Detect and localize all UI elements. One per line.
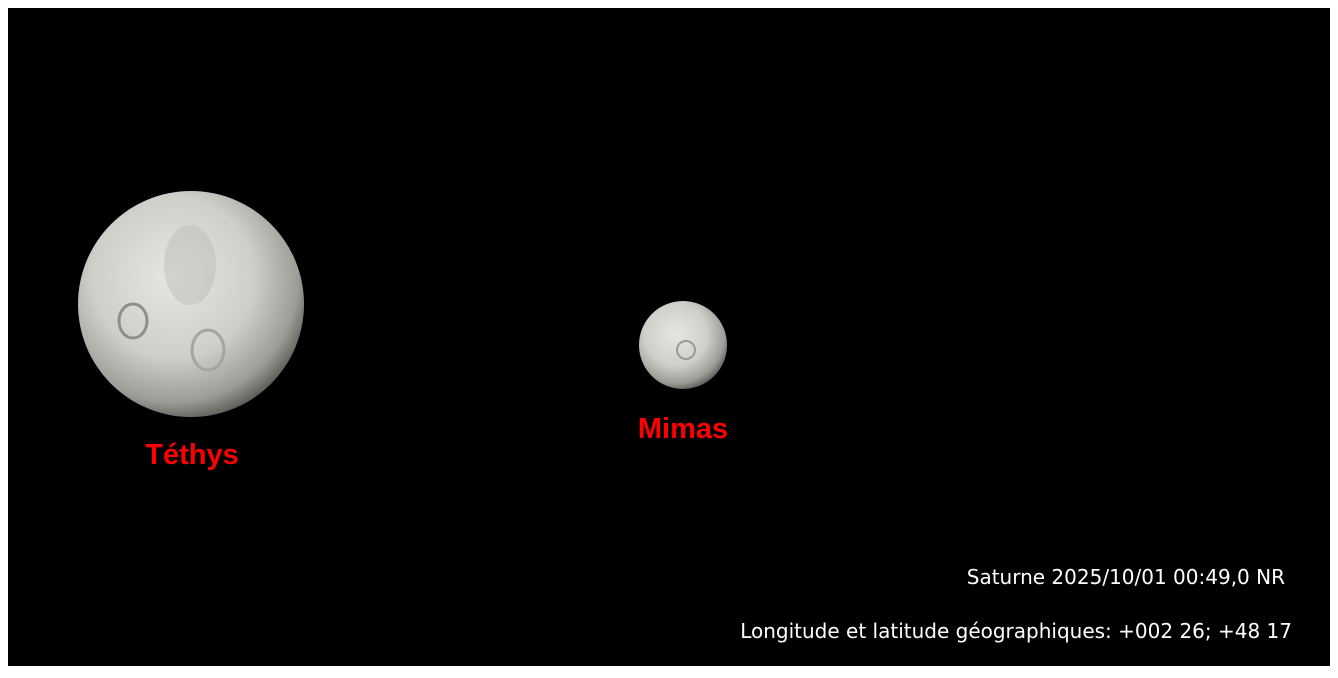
moon-mimas[interactable] [639,301,727,389]
moon-label: Mimas [638,413,728,445]
sky-view: Téthys Mimas Saturne 2025/10/01 00:49,0 … [0,0,1338,674]
moon-tethys[interactable] [78,191,304,417]
moon-disk[interactable] [639,301,727,389]
info-line: Saturne 2025/10/01 00:49,0 NR [967,565,1285,589]
moon-label: Téthys [145,439,238,471]
terrain [164,225,216,305]
info-line: Longitude et latitude géographiques: +00… [740,619,1292,643]
